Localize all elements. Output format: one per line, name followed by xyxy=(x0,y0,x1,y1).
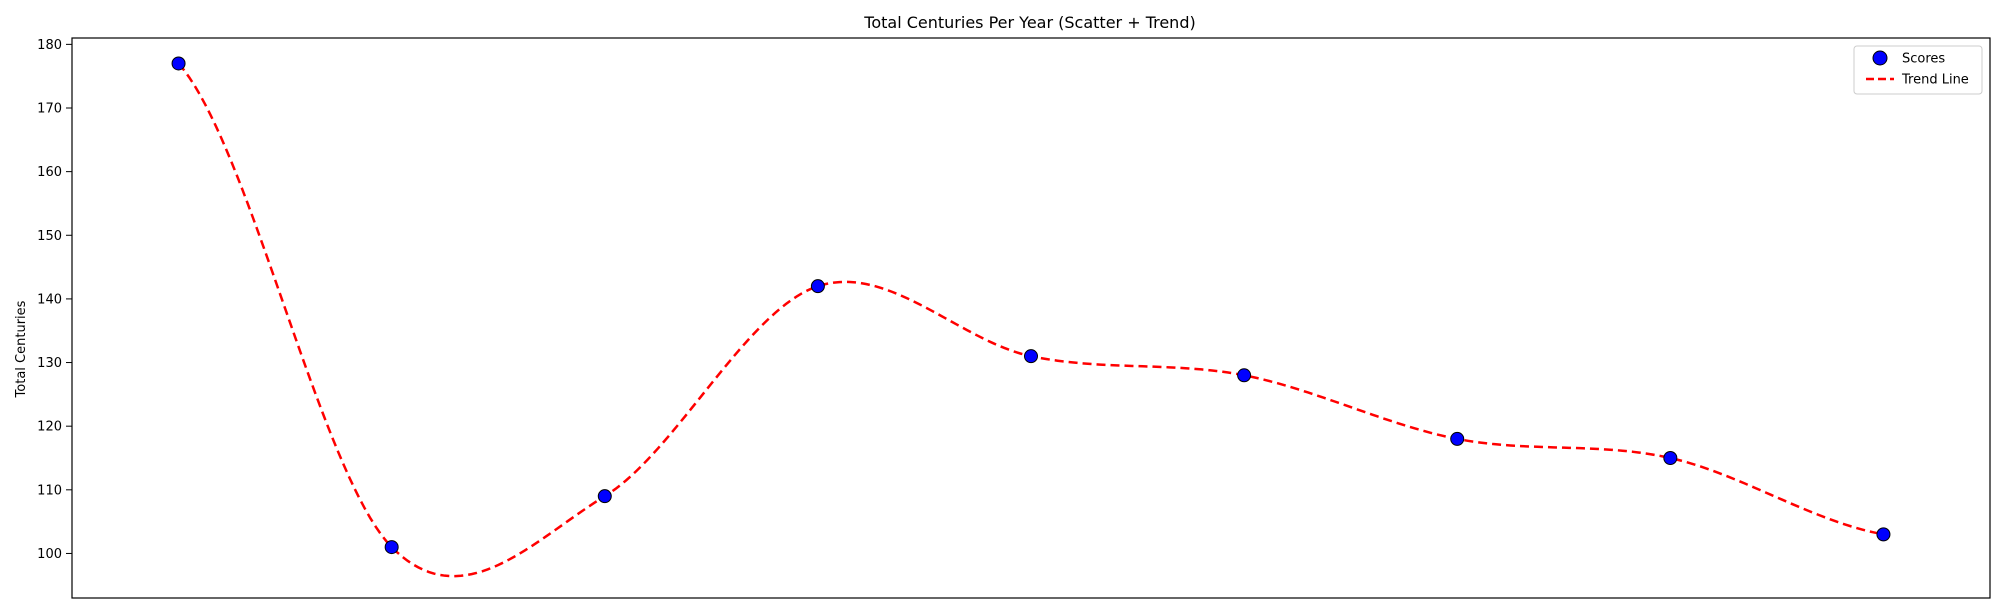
scatter-point xyxy=(1876,527,1891,542)
y-tick-label: 100 xyxy=(37,547,62,562)
y-tick-label: 180 xyxy=(37,38,62,53)
y-tick-label: 140 xyxy=(37,292,62,307)
legend-scores-label: Scores xyxy=(1902,52,1945,67)
scatter-points xyxy=(171,56,1891,555)
y-axis-ticks: 100 110 120 130 140 150 160 170 180 xyxy=(37,38,72,562)
y-tick-label: 130 xyxy=(37,356,62,371)
y-tick-label: 110 xyxy=(37,483,62,498)
legend-scores-marker xyxy=(1872,50,1888,66)
scatter-point xyxy=(1663,451,1678,465)
scatter-point xyxy=(384,540,399,555)
scatter-point xyxy=(171,56,186,71)
scatter-point xyxy=(1024,349,1038,364)
plot-area xyxy=(171,56,1891,578)
chart-title: Total Centuries Per Year (Scatter + Tren… xyxy=(863,13,1195,32)
legend-trend-label: Trend Line xyxy=(1901,73,1969,88)
axes-frame xyxy=(71,37,1991,599)
scatter-point xyxy=(1237,368,1252,383)
y-tick-label: 150 xyxy=(37,229,62,244)
y-axis-label: Total Centuries xyxy=(14,300,29,398)
scatter-point xyxy=(597,489,612,504)
scatter-point xyxy=(1450,431,1465,446)
scatter-point xyxy=(810,279,825,294)
y-tick-label: 170 xyxy=(37,102,62,117)
y-tick-label: 120 xyxy=(37,420,62,435)
legend: Scores Trend Line xyxy=(1853,45,1983,95)
y-tick-label: 160 xyxy=(37,165,62,180)
